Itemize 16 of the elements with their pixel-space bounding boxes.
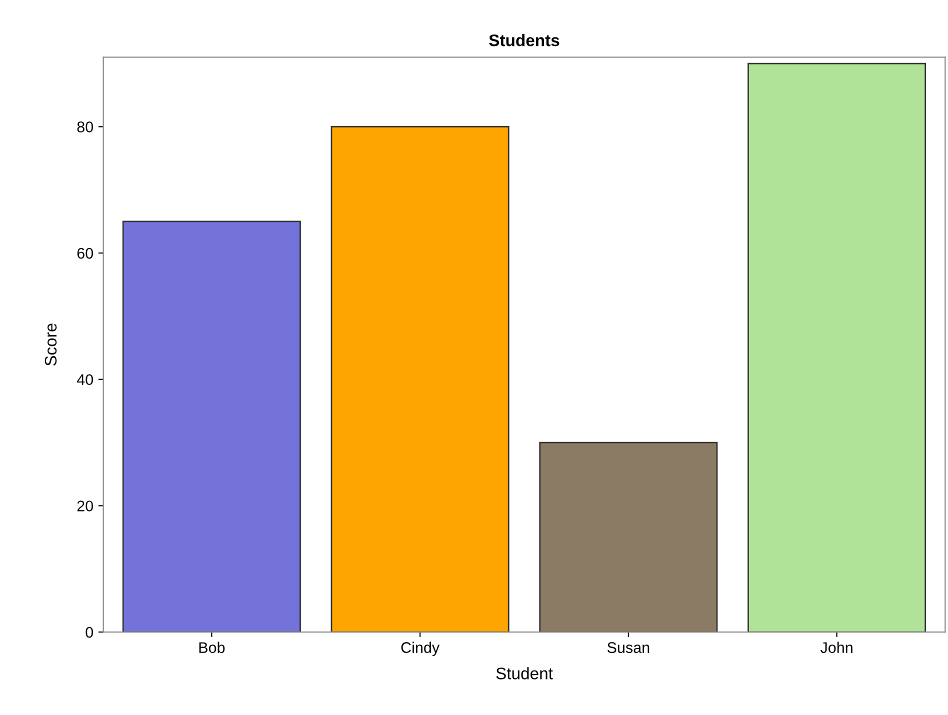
x-tick-label: Cindy bbox=[401, 642, 440, 656]
x-tick-label: John bbox=[820, 642, 852, 654]
chart-title: Students bbox=[489, 34, 560, 46]
y-tick-label: 80 bbox=[77, 122, 94, 132]
bar bbox=[122, 220, 301, 632]
bar bbox=[748, 62, 926, 632]
y-tick-label: 40 bbox=[76, 374, 94, 386]
y-tick-label: 20 bbox=[77, 500, 94, 512]
x-tick-label: Bob bbox=[199, 642, 225, 654]
bar bbox=[330, 126, 510, 632]
y-tick-label: 0 bbox=[86, 626, 94, 638]
y-tick-label: 60 bbox=[77, 248, 94, 259]
bar bbox=[539, 442, 718, 632]
x-axis-title: Student bbox=[496, 667, 553, 680]
y-axis-title: Score bbox=[44, 324, 57, 366]
x-tick-label: Susan bbox=[607, 642, 650, 654]
